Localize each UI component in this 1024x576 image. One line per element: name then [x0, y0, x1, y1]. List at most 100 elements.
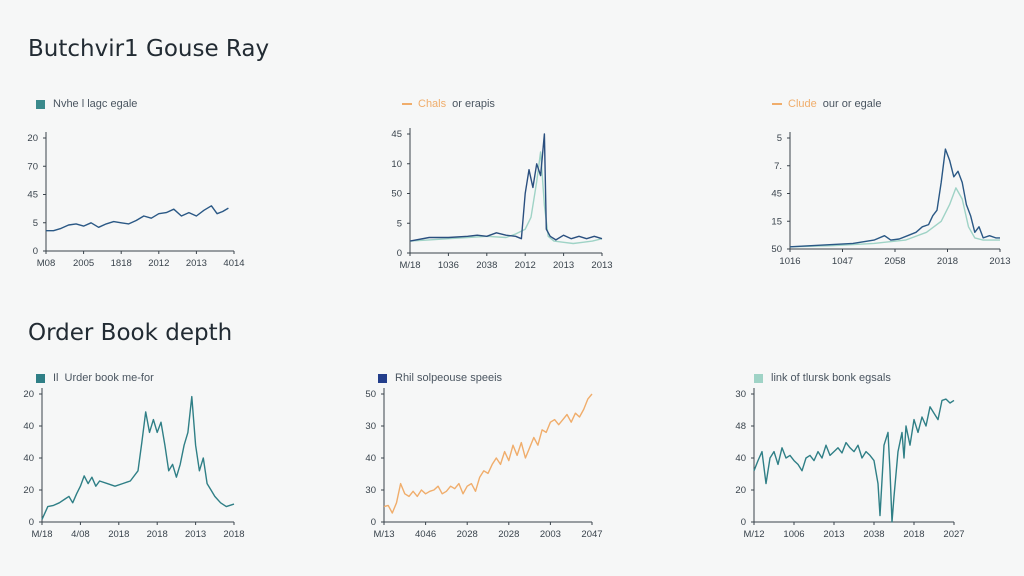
x-tick-label: 2058 — [884, 256, 905, 267]
x-tick-label: 1016 — [779, 256, 800, 267]
legend-dash-icon — [772, 103, 782, 105]
x-tick-label: 2018 — [147, 529, 168, 540]
legend-label: Chals — [418, 98, 447, 110]
chart-legend: link of tlursk bonk egsals — [754, 372, 891, 384]
legend-text: our or egale — [822, 98, 882, 110]
y-tick-label: 50 — [365, 389, 376, 400]
legend-swatch-icon — [754, 373, 763, 383]
series-line-0 — [383, 393, 593, 514]
series-line-1 — [789, 148, 1000, 248]
y-tick-label: 0 — [397, 248, 402, 259]
y-tick-label: 5 — [777, 133, 782, 144]
y-tick-label: 50 — [771, 244, 782, 255]
chart-legend: Rhil solpeouse speeis — [378, 372, 502, 384]
legend-label: Clude — [788, 98, 817, 110]
y-tick-label: 0 — [29, 517, 34, 528]
legend-swatch-icon — [36, 373, 45, 383]
x-tick-label: 2013 — [185, 529, 206, 540]
x-tick-label: 2005 — [73, 258, 94, 269]
x-tick-label: 2003 — [540, 529, 561, 540]
y-tick-label: 0 — [371, 517, 376, 528]
y-tick-label: 40 — [23, 453, 34, 464]
y-tick-label: 40 — [365, 453, 376, 464]
legend-text: link of tlursk bonk egsals — [771, 372, 891, 384]
y-tick-label: 45 — [27, 190, 38, 201]
x-tick-label: 2013 — [591, 260, 612, 271]
y-tick-label: 70 — [27, 161, 38, 172]
chart-3: Clude our or egale 5 7. 45 15 50 1016 1047 2058… — [762, 98, 1024, 278]
y-tick-label: 20 — [27, 133, 38, 144]
x-tick-label: 1036 — [438, 260, 459, 271]
section-title-order-book-depth: Order Book depth — [28, 320, 233, 346]
y-tick-label: 5 — [33, 218, 38, 229]
x-tick-label: M/18 — [399, 260, 420, 271]
x-tick-label: 1047 — [832, 256, 853, 267]
x-tick-label: 2047 — [581, 529, 602, 540]
series-line-0 — [409, 151, 603, 245]
y-tick-label: 40 — [735, 453, 746, 464]
chart-1: Nvhe l lagc egale 20 70 45 5 0 M08 2005 1818 201… — [18, 98, 348, 278]
x-tick-label: M/12 — [743, 529, 764, 540]
x-tick-label: 2028 — [457, 529, 478, 540]
y-tick-label: 50 — [391, 189, 402, 200]
x-tick-label: 2013 — [823, 529, 844, 540]
x-tick-label: 2027 — [943, 529, 964, 540]
x-tick-label: 4046 — [415, 529, 436, 540]
y-tick-label: 15 — [771, 216, 782, 227]
x-tick-label: 4014 — [223, 258, 244, 269]
series-line-0 — [753, 398, 955, 523]
chart-legend: Chals or erapis — [402, 98, 495, 110]
x-tick-label: 2013 — [553, 260, 574, 271]
series-line-0 — [789, 187, 1000, 248]
chart-6: link of tlursk bonk egsals 30 48 40 20 0 M/12… — [728, 372, 1024, 552]
legend-text: Rhil solpeouse speeis — [395, 372, 503, 384]
y-tick-label: 20 — [23, 389, 34, 400]
x-tick-label: M/18 — [31, 529, 52, 540]
x-tick-label: 2012 — [515, 260, 536, 271]
legend-dash-icon — [402, 103, 412, 105]
y-tick-label: 5 — [397, 218, 402, 229]
chart-legend: Il Urder book me-for — [36, 372, 154, 384]
y-tick-label: 20 — [23, 485, 34, 496]
x-tick-label: 2012 — [148, 258, 169, 269]
chart-legend: Nvhe l lagc egale — [36, 98, 137, 110]
x-tick-label: 2013 — [186, 258, 207, 269]
y-tick-label: 40 — [23, 421, 34, 432]
chart-5: Rhil solpeouse speeis 50 30 40 30 0 M/13 4046 2… — [358, 372, 688, 552]
chart-2: Chals or erapis 45 10 50 5 0 M/18 1036 2038 2012… — [388, 98, 718, 278]
legend-text: Urder book me-for — [64, 372, 154, 384]
y-tick-label: 0 — [33, 246, 38, 257]
y-tick-label: 0 — [741, 517, 746, 528]
chart-plot: 50 30 40 30 0M/13 4046 2028 2028 2003 2047 — [365, 388, 603, 540]
x-tick-label: M/13 — [373, 529, 394, 540]
x-tick-label: M08 — [37, 258, 55, 269]
series-line-1 — [409, 133, 603, 242]
legend-swatch-icon — [378, 373, 387, 383]
y-tick-label: 20 — [735, 485, 746, 496]
legend-text: or erapis — [452, 98, 495, 110]
x-tick-label: 2018 — [903, 529, 924, 540]
x-tick-label: 2018 — [108, 529, 129, 540]
x-tick-label: 2013 — [989, 256, 1010, 267]
y-tick-label: 10 — [391, 159, 402, 170]
y-tick-label: 45 — [771, 189, 782, 200]
chart-4: Il Urder book me-for 20 40 40 20 0 M/18 4/08 20… — [18, 372, 348, 552]
chart-plot: 30 48 40 20 0M/12 1006 2013 2038 2018 2027 — [735, 388, 965, 540]
chart-legend: Clude our or egale — [772, 98, 881, 110]
y-tick-label: 30 — [735, 389, 746, 400]
legend-label: Il — [53, 372, 59, 384]
y-tick-label: 7. — [774, 161, 782, 172]
chart-plot: 20 40 40 20 0M/18 4/08 2018 2018 2013 2018 — [23, 388, 245, 540]
x-tick-label: 1818 — [111, 258, 132, 269]
y-tick-label: 30 — [365, 421, 376, 432]
x-tick-label: 4/08 — [71, 529, 90, 540]
x-tick-label: 2038 — [863, 529, 884, 540]
legend-swatch-icon — [36, 99, 45, 109]
x-tick-label: 1006 — [783, 529, 804, 540]
y-tick-label: 45 — [391, 129, 402, 140]
x-tick-label: 2018 — [223, 529, 244, 540]
legend-text: Nvhe l lagc egale — [53, 98, 138, 110]
x-tick-label: 2018 — [937, 256, 958, 267]
